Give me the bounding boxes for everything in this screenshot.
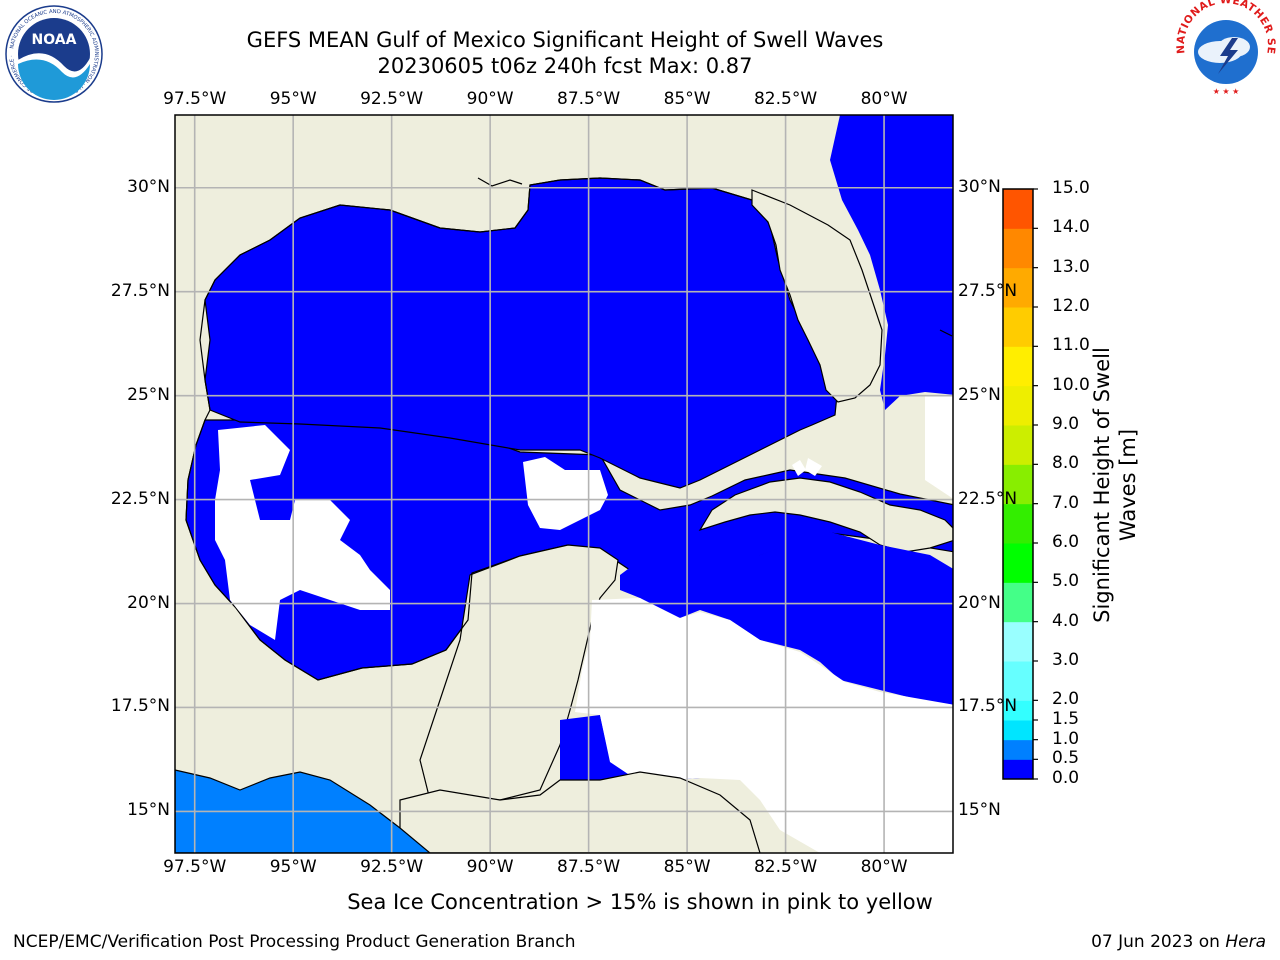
colorbar-segment bbox=[1003, 307, 1033, 347]
sea-ice-note: Sea Ice Concentration > 15% is shown in … bbox=[347, 890, 933, 914]
lat-tick-label: 15°N bbox=[127, 800, 170, 821]
lon-tick-label: 85°W bbox=[663, 857, 711, 877]
colorbar-tick-label: 0.5 bbox=[1052, 748, 1080, 769]
colorbar-segment bbox=[1003, 661, 1033, 701]
colorbar-segment bbox=[1003, 582, 1033, 623]
colorbar-tick-label: 0.0 bbox=[1052, 768, 1080, 788]
colorbar-tick-label: 13.0 bbox=[1052, 256, 1090, 277]
lon-tick-label: 97.5°W bbox=[163, 89, 227, 109]
colorbar-tick-label: 1.0 bbox=[1052, 728, 1080, 749]
colorbar-frame bbox=[1002, 188, 1034, 780]
footer-credit: NCEP/EMC/Verification Post Processing Pr… bbox=[13, 932, 576, 952]
atlantic-swell bbox=[830, 115, 953, 410]
lon-tick-label: 87.5°W bbox=[557, 857, 621, 877]
map-gridlines bbox=[175, 115, 953, 853]
lat-tick-label: 22.5°N bbox=[110, 488, 170, 509]
lon-tick-label: 95°W bbox=[269, 857, 317, 877]
lat-tick-label: 20°N bbox=[958, 592, 1001, 613]
chart-title: GEFS MEAN Gulf of Mexico Significant Hei… bbox=[246, 28, 884, 52]
lon-tick-label: 92.5°W bbox=[360, 857, 424, 877]
lon-tick-label: 87.5°W bbox=[557, 89, 621, 109]
colorbar-segment bbox=[1003, 700, 1033, 721]
lat-tick-label: 27.5°N bbox=[958, 280, 1018, 301]
colorbar-tick-label: 7.0 bbox=[1052, 492, 1080, 513]
nodata-center bbox=[523, 457, 608, 530]
colorbar-segment bbox=[1003, 228, 1033, 269]
lon-tick-label: 90°W bbox=[466, 857, 514, 877]
nws-logo: NATIONAL WEATHER SERVICE ★ ★ ★ bbox=[1176, 0, 1276, 97]
colorbar-segment bbox=[1003, 346, 1033, 387]
svg-text:★ ★ ★: ★ ★ ★ bbox=[1213, 87, 1240, 96]
colorbar-tick-label: 1.5 bbox=[1052, 709, 1080, 729]
colorbar-label: Significant Height of Swell Waves [m] bbox=[1090, 347, 1140, 623]
colorbar-tick-label: 11.0 bbox=[1052, 335, 1090, 356]
lon-tick-label: 90°W bbox=[466, 89, 514, 109]
colorbar-segment bbox=[1003, 267, 1033, 308]
footer-date: 07 Jun 2023 on Hera bbox=[1091, 932, 1266, 952]
lon-tick-label: 95°W bbox=[269, 89, 317, 109]
colorbar-segment bbox=[1003, 503, 1033, 544]
colorbar-tick-label: 14.0 bbox=[1052, 217, 1090, 238]
lat-tick-label: 30°N bbox=[127, 176, 170, 197]
lat-tick-label: 15°N bbox=[958, 800, 1001, 821]
footer-host: Hera bbox=[1225, 932, 1266, 952]
lon-tick-label: 80°W bbox=[860, 89, 908, 109]
noaa-logo: NATIONAL OCEANIC AND ATMOSPHERIC ADMINIS… bbox=[5, 5, 103, 103]
lat-tick-label: 25°N bbox=[958, 384, 1001, 405]
colorbar-segment bbox=[1003, 621, 1033, 662]
lat-tick-label: 17.5°N bbox=[958, 696, 1018, 717]
colorbar-segment bbox=[1003, 385, 1033, 426]
colorbar-segment bbox=[1003, 464, 1033, 505]
colorbar-tick-label: 12.0 bbox=[1052, 296, 1090, 316]
map-content bbox=[175, 115, 953, 853]
colorbar-tick-label: 8.0 bbox=[1052, 453, 1080, 474]
chart-subtitle: 20230605 t06z 240h fcst Max: 0.87 bbox=[377, 54, 753, 78]
lon-tick-label: 82.5°W bbox=[753, 857, 818, 877]
footer-date-text: 07 Jun 2023 on bbox=[1091, 932, 1226, 952]
colorbar-tick-label: 2.0 bbox=[1052, 689, 1080, 710]
lon-tick-label: 97.5°W bbox=[163, 857, 227, 877]
florida-land bbox=[751, 189, 883, 403]
lat-tick-label: 20°N bbox=[127, 592, 170, 613]
lat-tick-label: 30°N bbox=[958, 176, 1001, 197]
colorbar-tick-label: 9.0 bbox=[1052, 414, 1080, 434]
lon-tick-label: 80°W bbox=[860, 857, 908, 877]
colorbar-tick-label: 10.0 bbox=[1052, 374, 1090, 395]
colorbar-tick-label: 4.0 bbox=[1052, 610, 1080, 631]
caribbean-swell bbox=[620, 532, 953, 705]
nodata-west bbox=[215, 425, 390, 640]
colorbar-segment bbox=[1003, 759, 1033, 780]
colorbar bbox=[1002, 188, 1038, 780]
noaa-logo-text: NOAA bbox=[32, 32, 77, 48]
lat-tick-label: 17.5°N bbox=[110, 696, 170, 717]
colorbar-segment bbox=[1003, 543, 1033, 583]
colorbar-segment bbox=[1003, 739, 1033, 760]
colorbar-segment bbox=[1003, 189, 1033, 229]
lon-tick-label: 92.5°W bbox=[360, 89, 424, 109]
lat-tick-label: 27.5°N bbox=[110, 280, 170, 301]
map-frame bbox=[174, 114, 954, 854]
colorbar-segment bbox=[1003, 425, 1033, 465]
colorbar-segment bbox=[1003, 720, 1033, 741]
colorbar-tick-label: 5.0 bbox=[1052, 571, 1080, 592]
lon-tick-label: 85°W bbox=[663, 89, 711, 109]
lon-tick-label: 82.5°W bbox=[753, 89, 818, 109]
colorbar-tick-label: 3.0 bbox=[1052, 650, 1080, 670]
lat-tick-label: 22.5°N bbox=[958, 488, 1018, 509]
colorbar-tick-label: 6.0 bbox=[1052, 532, 1080, 552]
lat-tick-label: 25°N bbox=[127, 384, 170, 405]
colorbar-tick-label: 15.0 bbox=[1052, 178, 1090, 198]
